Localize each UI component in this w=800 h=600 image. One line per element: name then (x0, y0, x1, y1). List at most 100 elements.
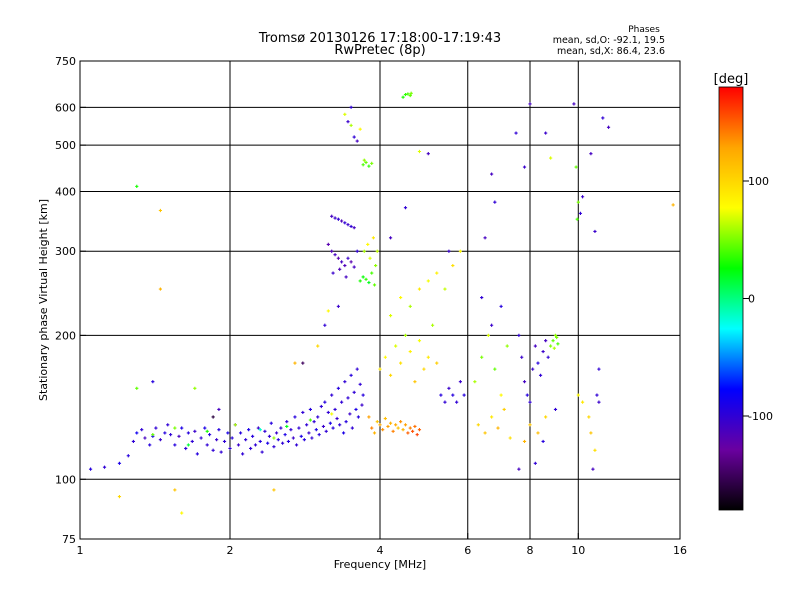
x-tick-label: 10 (571, 544, 585, 557)
data-point (249, 446, 253, 451)
data-point (343, 112, 347, 116)
data-point (541, 349, 545, 354)
x-tick-label: 1 (77, 544, 84, 557)
data-point (158, 438, 163, 442)
data-point (285, 420, 289, 424)
data-point (258, 439, 262, 444)
y-tick-label: 600 (55, 101, 76, 114)
data-point (430, 323, 435, 327)
data-point (483, 431, 487, 435)
data-point (447, 386, 451, 390)
data-point (244, 438, 248, 442)
y-tick-label: 500 (55, 139, 76, 152)
data-point (355, 139, 359, 143)
data-point (253, 443, 258, 447)
data-point (205, 443, 209, 447)
data-point (533, 344, 537, 348)
colorbar-tick-label: -100 (748, 410, 773, 423)
data-point (131, 439, 136, 444)
data-point (408, 93, 412, 98)
data-point (362, 158, 366, 162)
y-axis-ticks: 75 100 200 300 400 500 600 750 (55, 55, 86, 546)
data-point (348, 412, 352, 416)
data-point (289, 428, 293, 432)
data-point (462, 393, 466, 397)
data-point (574, 165, 578, 169)
data-point (207, 433, 212, 437)
data-point (553, 407, 558, 412)
data-point (490, 172, 494, 176)
data-point (372, 431, 377, 435)
data-point (493, 200, 497, 204)
data-point (413, 380, 417, 384)
data-point (299, 434, 303, 438)
data-point (238, 431, 243, 435)
stats-o-mode: mean, sd,O: -92.1, 19.5 (553, 35, 665, 46)
data-point (361, 163, 365, 167)
data-point (307, 431, 311, 435)
x-axis-ticks: 1 2 4 6 8 10 16 (77, 533, 687, 557)
data-point (576, 200, 580, 204)
data-point (372, 283, 377, 287)
data-point (476, 423, 480, 427)
data-point (580, 400, 585, 404)
data-point (413, 424, 417, 429)
data-point (317, 433, 321, 437)
data-point (335, 416, 339, 421)
x-tick-label: 16 (673, 544, 687, 557)
data-point (551, 339, 555, 343)
data-point (346, 120, 350, 124)
data-point (285, 424, 289, 429)
data-point (401, 428, 405, 432)
data-point (417, 287, 422, 291)
data-point (349, 123, 353, 127)
data-point (324, 429, 328, 433)
data-point (378, 367, 382, 371)
data-point (352, 135, 356, 139)
data-point (499, 304, 503, 308)
data-point (158, 287, 163, 291)
data-point (205, 429, 209, 433)
data-point (211, 448, 215, 452)
data-point (455, 400, 459, 404)
data-point (350, 426, 354, 430)
data-point (312, 420, 316, 424)
data-point (308, 418, 313, 422)
data-point (228, 446, 232, 451)
data-point (490, 415, 494, 419)
data-point (486, 333, 490, 337)
data-point (483, 236, 487, 240)
colorbar-ticks: 100 0 -100 (743, 175, 773, 423)
data-point (361, 275, 365, 279)
data-point (417, 149, 422, 154)
y-tick-label: 200 (55, 329, 76, 342)
data-point (166, 423, 170, 427)
grid-lines (80, 61, 680, 539)
data-point (330, 249, 334, 253)
data-point (606, 125, 611, 129)
data-point (352, 226, 356, 230)
data-point (415, 433, 419, 437)
data-point (117, 494, 122, 499)
data-point (301, 361, 305, 365)
data-point (375, 420, 379, 424)
data-point (589, 152, 593, 156)
data-point (595, 393, 599, 397)
data-point (328, 421, 332, 425)
data-point (536, 361, 540, 365)
data-point (458, 380, 463, 384)
data-point (346, 256, 350, 260)
data-point (601, 116, 605, 120)
data-point (364, 277, 368, 281)
data-point (370, 271, 374, 275)
data-point (331, 426, 335, 430)
data-point (388, 373, 393, 377)
data-point (671, 203, 675, 207)
data-point (435, 271, 439, 275)
data-point (381, 428, 385, 432)
data-point (370, 161, 374, 165)
data-point (314, 428, 318, 432)
data-point (151, 380, 155, 384)
data-point (394, 344, 398, 348)
data-point (410, 429, 415, 433)
